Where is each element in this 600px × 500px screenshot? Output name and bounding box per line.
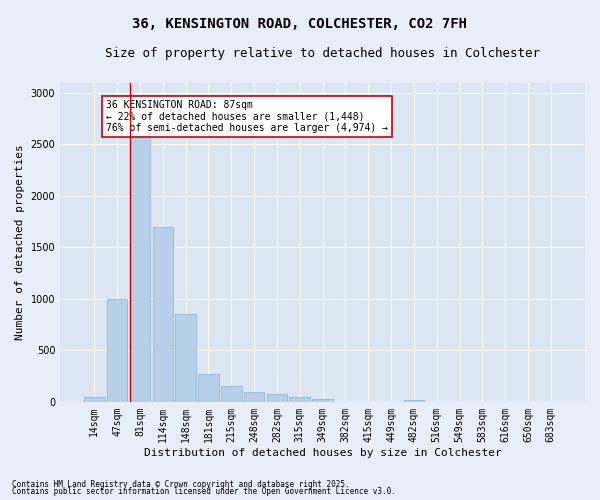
Text: Contains HM Land Registry data © Crown copyright and database right 2025.: Contains HM Land Registry data © Crown c… [12, 480, 350, 489]
Bar [221, 386, 242, 402]
Text: 36, KENSINGTON ROAD, COLCHESTER, CO2 7FH: 36, KENSINGTON ROAD, COLCHESTER, CO2 7FH [133, 18, 467, 32]
Bar [152, 226, 173, 402]
X-axis label: Distribution of detached houses by size in Colchester: Distribution of detached houses by size … [144, 448, 502, 458]
Bar [130, 134, 150, 402]
Text: 36 KENSINGTON ROAD: 87sqm
← 22% of detached houses are smaller (1,448)
76% of se: 36 KENSINGTON ROAD: 87sqm ← 22% of detac… [106, 100, 388, 133]
Bar [198, 374, 219, 402]
Bar [289, 396, 310, 402]
Bar [84, 396, 104, 402]
Bar [266, 394, 287, 402]
Bar [107, 299, 127, 402]
Bar [175, 314, 196, 402]
Bar [313, 400, 333, 402]
Title: Size of property relative to detached houses in Colchester: Size of property relative to detached ho… [105, 48, 540, 60]
Bar [244, 392, 265, 402]
Text: Contains public sector information licensed under the Open Government Licence v3: Contains public sector information licen… [12, 487, 396, 496]
Bar [404, 400, 424, 402]
Y-axis label: Number of detached properties: Number of detached properties [15, 144, 25, 340]
